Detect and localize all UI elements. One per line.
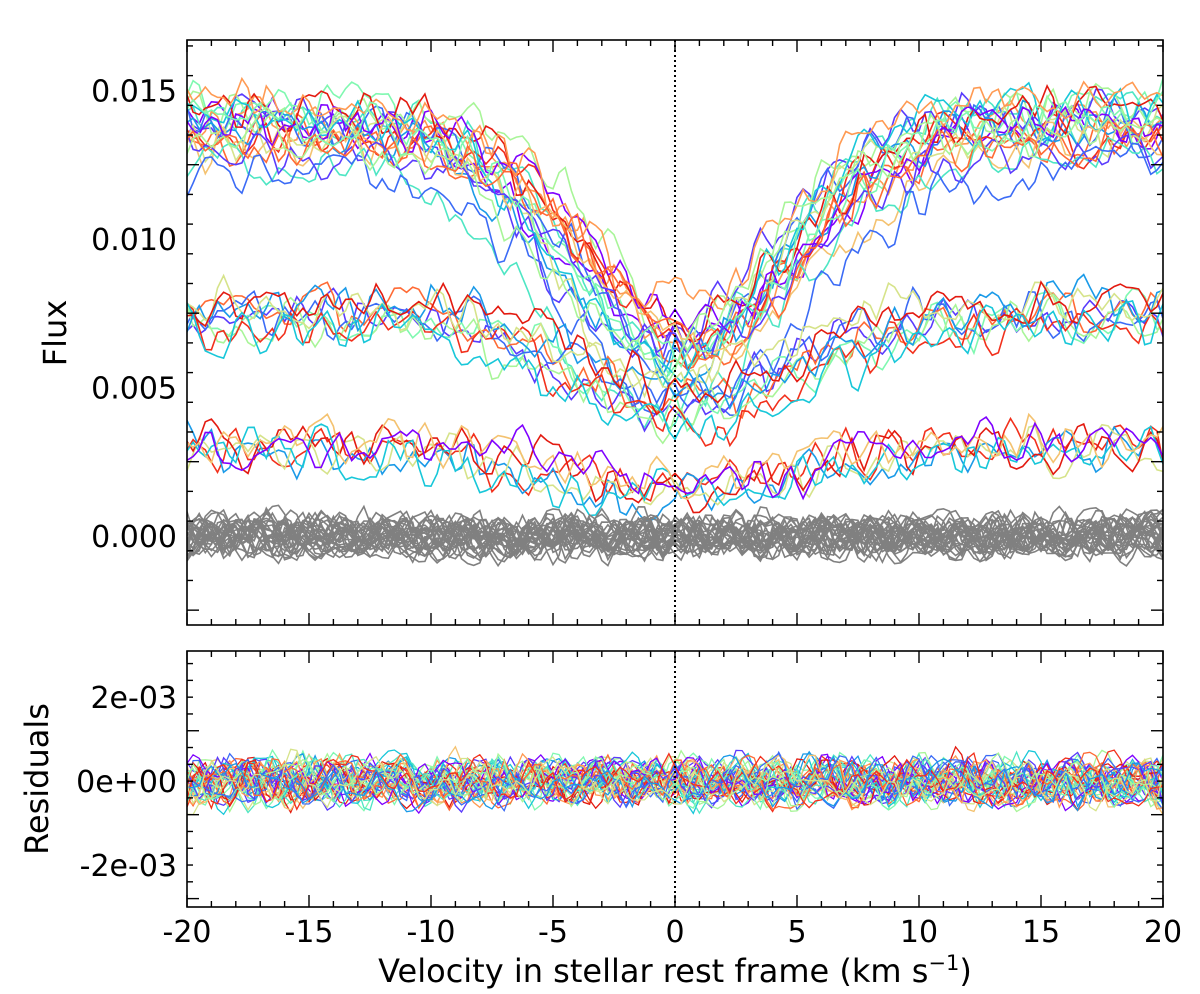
flux-series-line <box>187 511 1163 562</box>
residual-series-line <box>187 754 1163 813</box>
flux-axis-ticks <box>186 40 1164 625</box>
flux-series-line <box>187 90 1163 369</box>
flux-y-tick-label: 0.000 <box>91 520 177 555</box>
residual-series-line <box>187 751 1163 811</box>
velocity-axis-label-main: Velocity in stellar rest frame (km s <box>378 952 928 990</box>
flux-y-tick-labels: 0.000 0.005 0.010 0.015 <box>91 74 177 554</box>
flux-series-line <box>187 105 1163 335</box>
flux-series-line <box>187 510 1163 560</box>
flux-series-line <box>187 99 1163 381</box>
flux-series-line <box>187 509 1163 559</box>
residual-y-tick-label: 2e-03 <box>90 681 177 716</box>
flux-series-line <box>187 112 1163 371</box>
flux-y-tick-label: 0.015 <box>91 74 177 109</box>
flux-y-tick-label: 0.010 <box>91 223 177 258</box>
flux-series-line <box>187 514 1163 567</box>
flux-series-line <box>187 280 1163 416</box>
velocity-x-tick-label: 5 <box>787 915 806 950</box>
velocity-x-tick-label: -15 <box>285 915 334 950</box>
flux-series-line <box>187 508 1163 567</box>
velocity-x-tick-label: 0 <box>665 915 684 950</box>
flux-series-line <box>187 76 1163 311</box>
velocity-x-tick-label: 15 <box>1022 915 1060 950</box>
residual-y-tick-labels: -2e-03 0e+00 2e-03 <box>76 681 177 884</box>
velocity-x-tick-label: 10 <box>900 915 938 950</box>
residual-y-tick-label: 0e+00 <box>76 765 177 800</box>
flux-series-line <box>187 287 1163 433</box>
flux-series-line <box>187 132 1163 361</box>
flux-series-line <box>187 115 1163 361</box>
residual-series-line <box>187 755 1163 814</box>
velocity-axis-label: Velocity in stellar rest frame (km s−1) <box>378 951 972 990</box>
velocity-x-tick-label: 20 <box>1144 915 1182 950</box>
flux-series-line <box>187 300 1163 441</box>
residual-axis-label: Residuals <box>18 703 56 855</box>
velocity-x-tick-label: -5 <box>538 915 568 950</box>
flux-series-line <box>187 142 1163 417</box>
flux-series-line <box>187 418 1163 514</box>
flux-y-tick-label: 0.005 <box>91 371 177 406</box>
velocity-x-tick-labels: -20 -15 -10 -5 0 5 10 15 20 <box>163 915 1183 950</box>
flux-axis-label: Flux <box>36 300 74 367</box>
residual-series-line <box>187 748 1163 812</box>
residuals-panel: -2e-03 0e+00 2e-03 -20 -15 -10 -5 0 5 10 15 20 Res… <box>18 650 1183 950</box>
velocity-axis-label-exponent: −1 <box>928 951 959 975</box>
velocity-x-tick-label: -20 <box>163 915 212 950</box>
residual-axis-ticks <box>186 651 1164 907</box>
flux-panel: 0.000 0.005 0.010 0.015 Flux <box>36 39 1164 626</box>
residual-y-tick-label: -2e-03 <box>80 849 177 884</box>
flux-series-line <box>187 96 1163 374</box>
velocity-x-tick-label: -10 <box>407 915 456 950</box>
residual-series-line <box>187 753 1163 812</box>
residual-series-line <box>187 752 1163 810</box>
flux-series-line <box>187 136 1163 430</box>
velocity-axis-label-close: ) <box>959 952 971 990</box>
